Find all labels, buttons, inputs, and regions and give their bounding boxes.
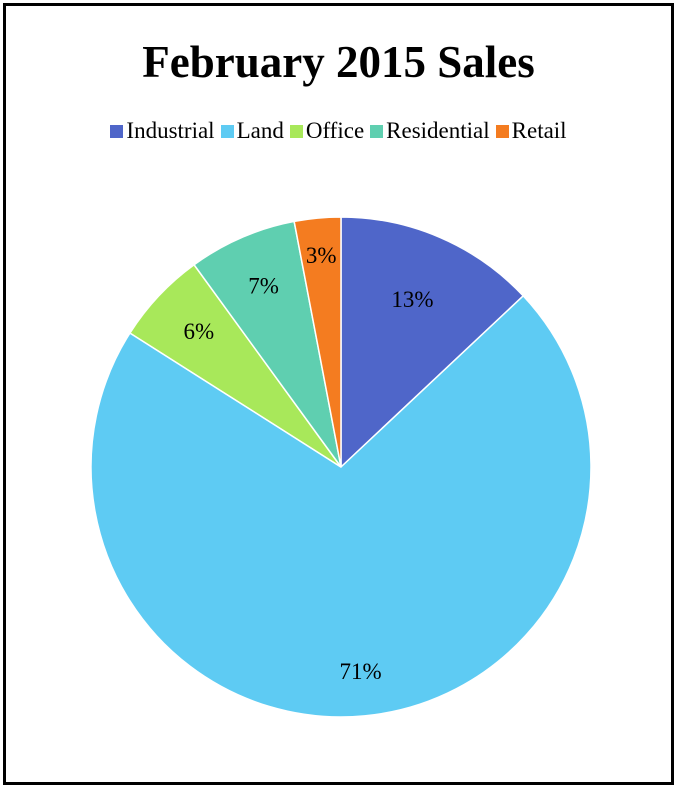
legend-label-land: Land: [236, 118, 284, 143]
legend-label-office: Office: [305, 118, 365, 143]
pie-slice-residential: [193, 220, 342, 468]
legend-item-industrial: Industrial: [110, 118, 215, 144]
pie-slice-land: [90, 294, 592, 718]
legend-swatch-land: [220, 124, 234, 138]
legend-label-residential: Residential: [386, 118, 490, 143]
pie-slice-industrial: [340, 216, 525, 469]
chart-legend: Industrial Land Office Residential Retail: [6, 118, 671, 144]
legend-item-land: Land: [220, 118, 284, 144]
pie-slice-retail: [293, 216, 342, 468]
data-label-industrial: 13%: [391, 287, 433, 312]
legend-item-office: Office: [289, 118, 365, 144]
data-label-residential: 7%: [248, 273, 279, 298]
legend-item-retail: Retail: [495, 118, 567, 144]
data-label-land: 71%: [339, 659, 381, 684]
legend-item-residential: Residential: [370, 118, 490, 144]
legend-label-industrial: Industrial: [126, 118, 215, 143]
chart-title: February 2015 Sales: [142, 37, 535, 87]
data-label-office: 6%: [184, 319, 215, 344]
legend-label-retail: Retail: [511, 118, 567, 143]
legend-swatch-retail: [495, 124, 509, 138]
legend-swatch-industrial: [110, 124, 124, 138]
legend-swatch-office: [289, 124, 303, 138]
legend-swatch-residential: [370, 124, 384, 138]
data-label-retail: 3%: [306, 243, 337, 268]
